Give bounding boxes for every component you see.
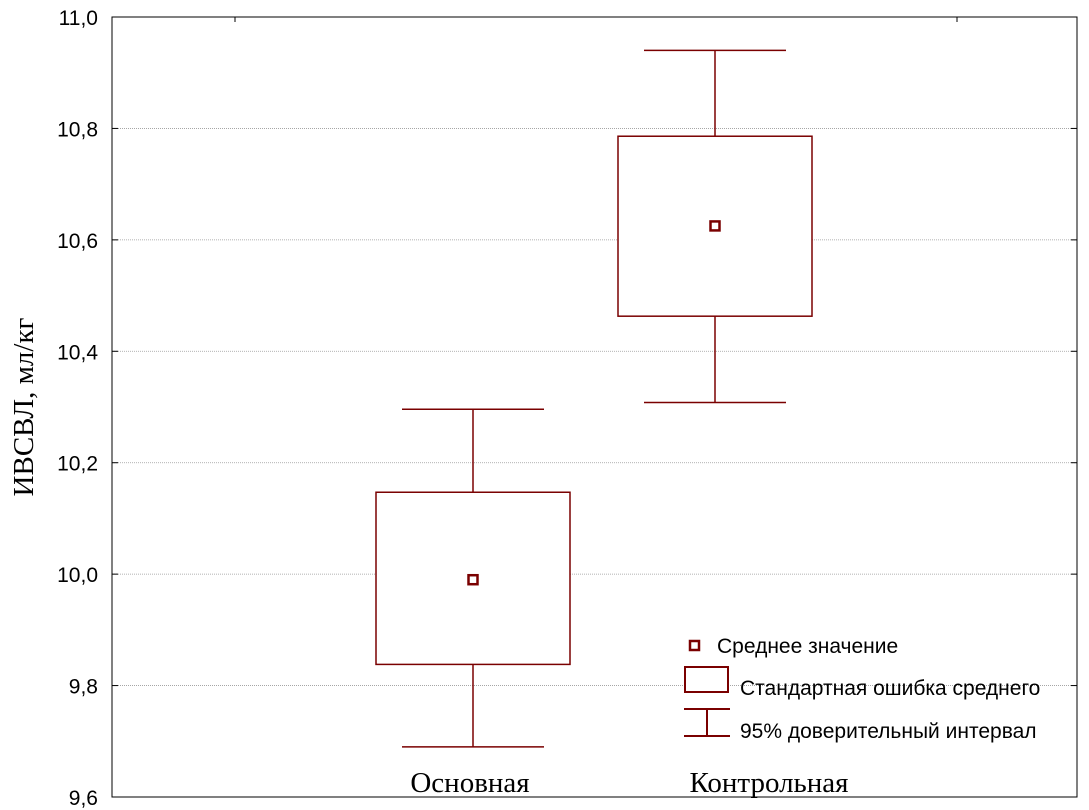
y-tick-label: 11,0 [59,7,98,30]
y-tick-label: 9,8 [69,676,98,699]
boxes [375,49,813,748]
legend-se-label: Стандартная ошибка среднего [740,677,1040,700]
legend-mean-marker [688,639,701,652]
y-axis-label: ИВСВЛ, мл/кг [8,317,40,496]
y-tick-label: 10,2 [57,453,98,476]
category-label: Основная [410,767,529,799]
legend-se-marker [684,666,729,693]
plot-area-frame [111,16,1078,798]
se-box [375,491,571,666]
mean-marker [709,220,721,232]
category-label: Контрольная [690,767,849,799]
y-axis: 9,6 9,8 10,0 10,2 10,4 10,6 10,8 11,0 [57,7,1077,810]
legend-mean-label: Среднее значение [717,635,898,658]
y-tick-label: 10,8 [57,118,98,141]
y-tick-label: 10,6 [57,230,98,253]
category-labels: Основная Контрольная [410,767,848,799]
grid-lines [112,128,1077,686]
box-group [617,49,813,404]
box-group [375,408,571,748]
mean-marker [467,573,479,586]
y-tick-label: 10,0 [57,564,98,587]
y-tick-label: 9,6 [69,787,98,810]
legend-ci-marker [684,708,730,737]
y-tick-label: 10,4 [57,341,98,364]
legend-ci-label: 95% доверительный интервал [740,720,1037,743]
legend: Среднее значение Стандартная ошибка сред… [684,635,1040,743]
